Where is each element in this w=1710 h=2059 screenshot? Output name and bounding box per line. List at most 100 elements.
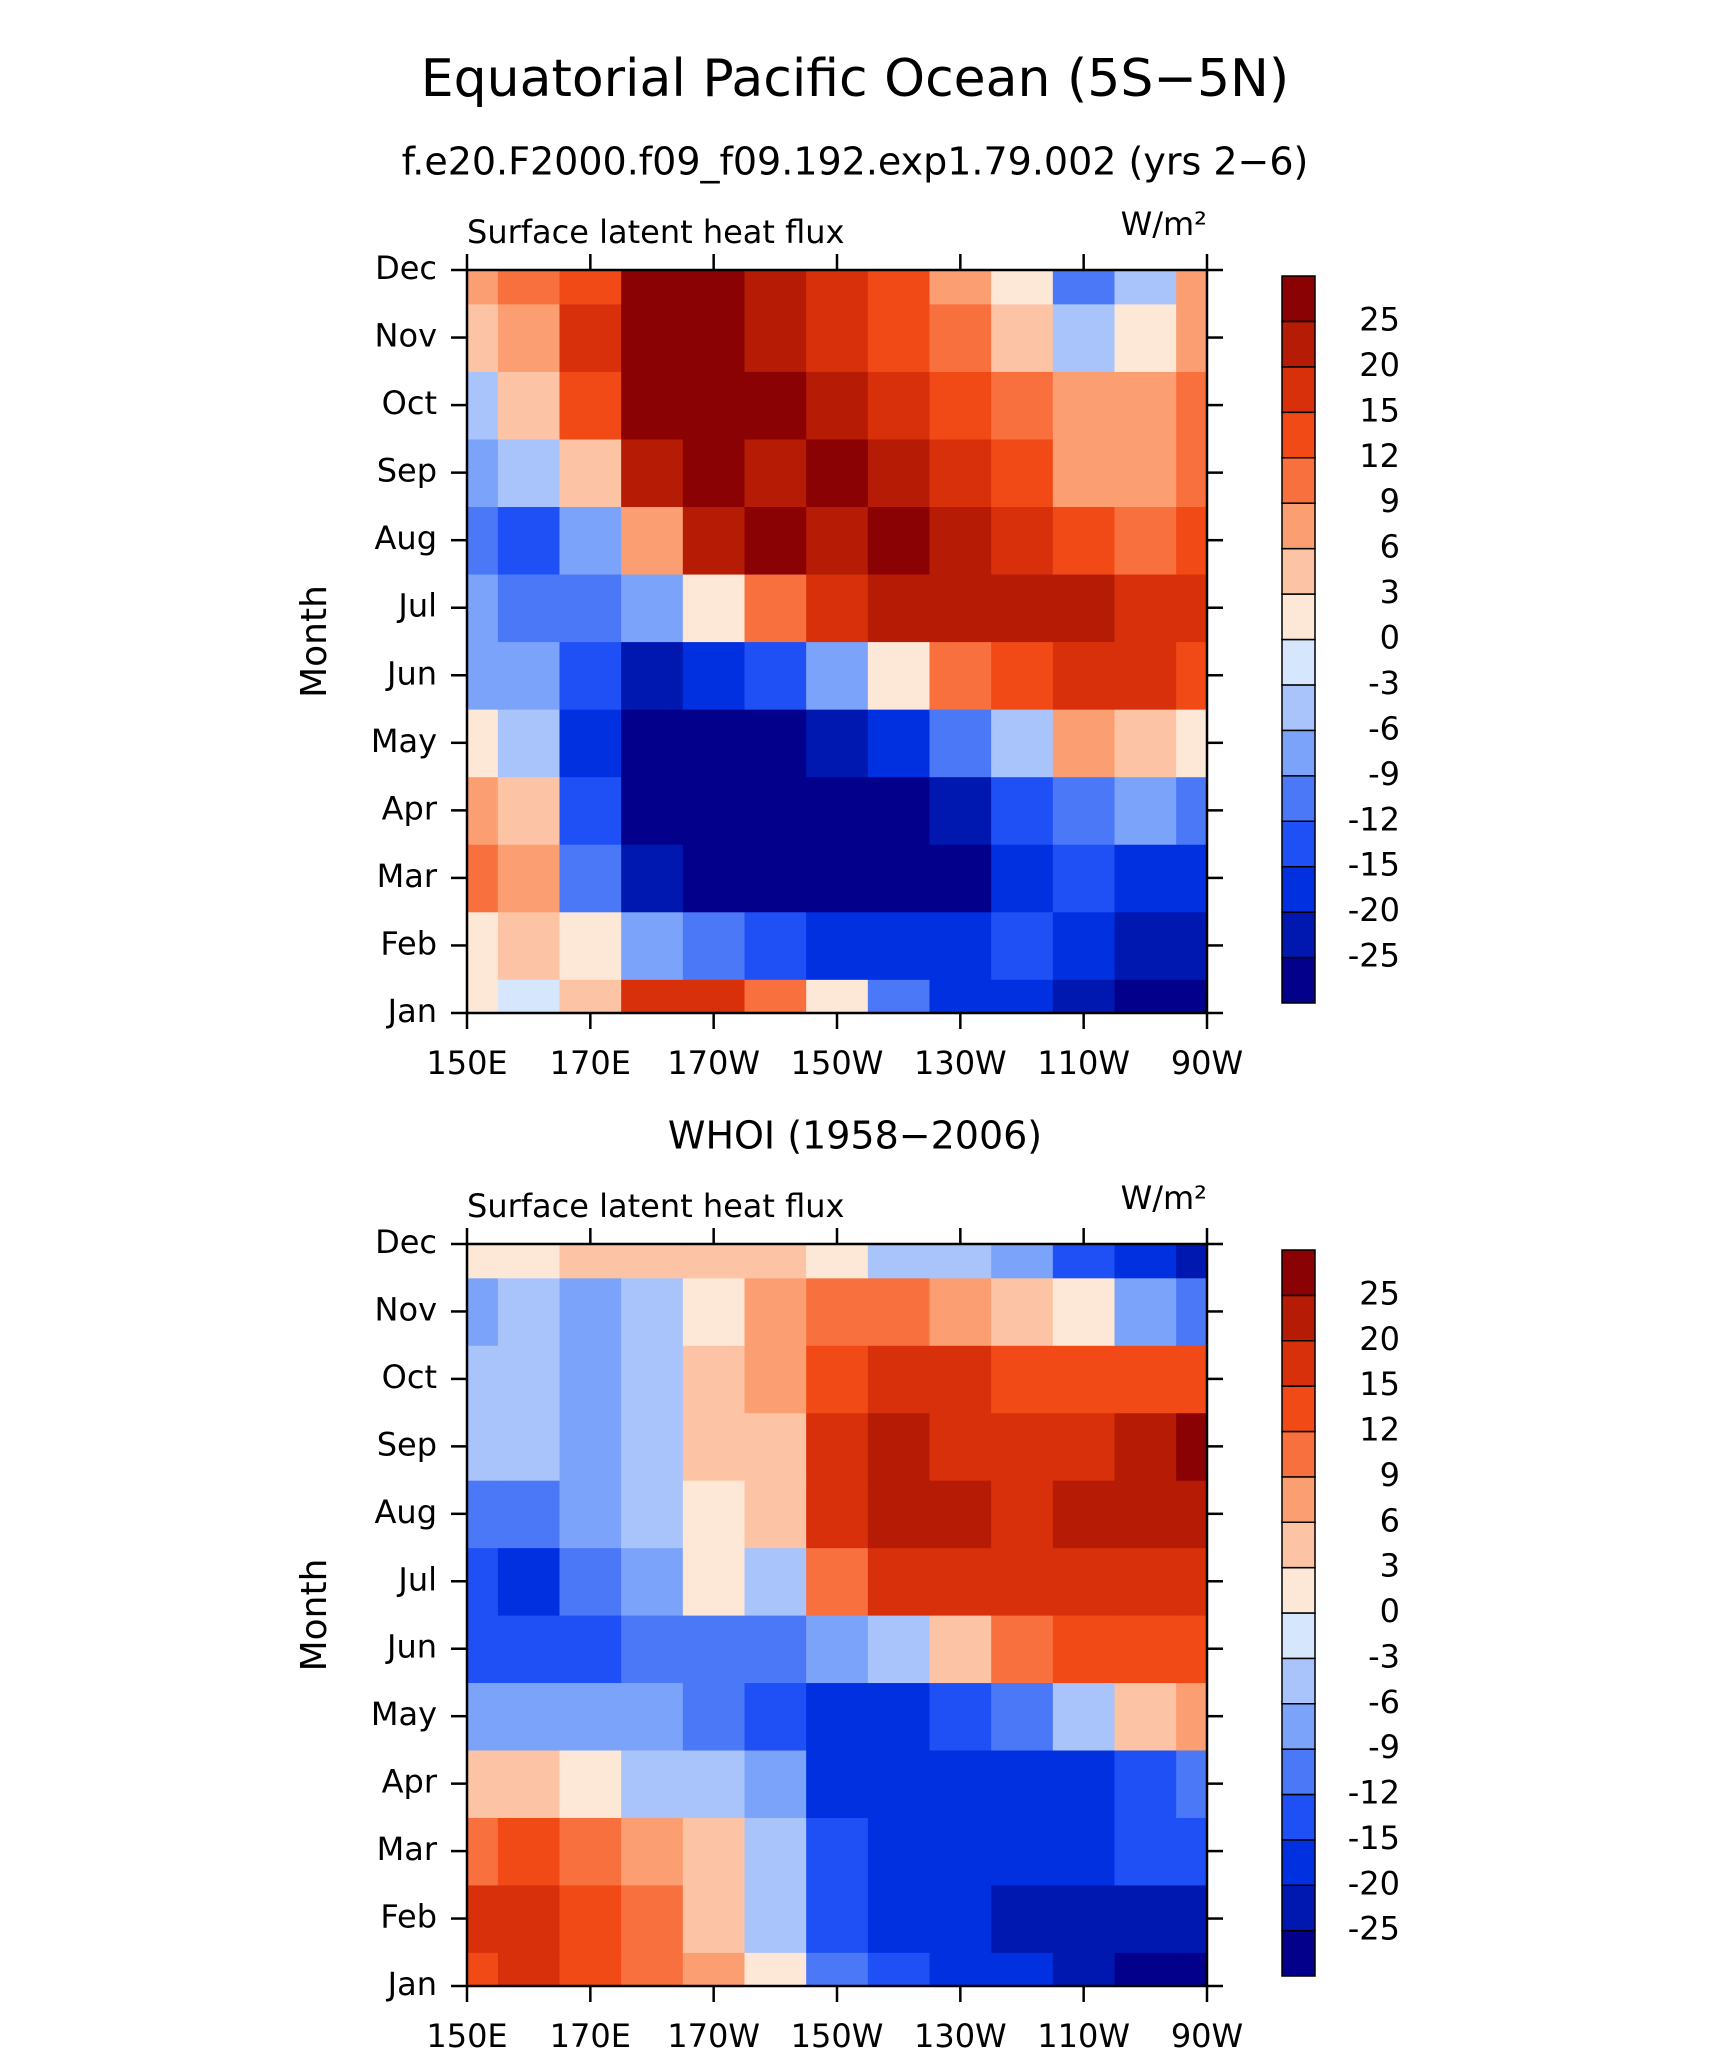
colorbar-box xyxy=(1281,547,1316,595)
x-tick-label: 130W xyxy=(914,1044,1007,1082)
contour-cell xyxy=(1052,303,1116,372)
contour-cell xyxy=(621,1884,684,1953)
contour-cell xyxy=(929,270,992,305)
contour-cell xyxy=(744,1480,807,1549)
colorbar-box xyxy=(1281,1929,1316,1977)
contour-cell xyxy=(867,844,931,913)
contour-cell xyxy=(621,438,684,508)
x-tick-label: 90W xyxy=(1171,2017,1243,2055)
contour-cell xyxy=(1052,911,1116,980)
colorbar-label: -15 xyxy=(1348,1819,1400,1857)
y-tick-label: Sep xyxy=(377,1425,437,1463)
x-tick-label: 170E xyxy=(550,1044,631,1082)
contour-cell xyxy=(806,506,869,575)
contour-cell xyxy=(1114,844,1177,913)
contour-cell xyxy=(1176,303,1207,372)
contour-cell xyxy=(559,911,622,980)
contour-cell xyxy=(1052,371,1116,440)
contour-cell xyxy=(1114,573,1177,643)
contour-cell xyxy=(867,1682,931,1751)
contour-cell xyxy=(744,1547,807,1616)
contour-cell xyxy=(559,641,622,710)
contour-cell xyxy=(806,911,869,980)
contour-cell xyxy=(467,979,499,1013)
contour-cell xyxy=(867,1884,931,1953)
colorbar-box xyxy=(1281,1884,1316,1932)
colorbar-label: 9 xyxy=(1380,482,1400,520)
contour-cell xyxy=(1052,438,1116,508)
contour-cell xyxy=(682,844,746,913)
y-tick-label: Aug xyxy=(375,519,437,557)
contour-cell xyxy=(744,1682,807,1751)
contour-cell xyxy=(559,303,622,372)
y-tick-label: Apr xyxy=(382,1763,438,1801)
contour-cell xyxy=(559,1817,622,1886)
contour-cell xyxy=(1176,438,1207,508)
colorbar-box xyxy=(1281,1340,1316,1387)
contour-cell xyxy=(744,506,807,575)
contour-cell xyxy=(1176,371,1207,440)
colorbar-box xyxy=(1281,1612,1316,1660)
x-tick-label: 150W xyxy=(791,1044,884,1082)
y-axis-label: Month xyxy=(294,585,335,698)
contour-cell xyxy=(867,270,931,305)
colorbar-label: 25 xyxy=(1359,300,1400,338)
contour-cell xyxy=(682,438,746,508)
contour-cell xyxy=(1052,1615,1116,1684)
contour-cell xyxy=(744,911,807,980)
colorbar-label: 0 xyxy=(1380,1592,1400,1630)
contour-cell xyxy=(621,1412,684,1481)
colorbar-box xyxy=(1281,1657,1316,1705)
y-tick-label: Feb xyxy=(380,1898,437,1936)
contour-cell xyxy=(467,776,499,845)
contour-cell xyxy=(1176,1952,1207,1986)
contour-cell xyxy=(991,844,1054,913)
contour-cell xyxy=(682,979,746,1013)
contour-cell xyxy=(929,1682,992,1751)
contour-cell xyxy=(867,641,931,710)
contour-cell xyxy=(1052,1952,1116,1986)
contour-cell xyxy=(929,1277,992,1346)
contour-cell xyxy=(806,1277,869,1346)
y-tick-label: Jun xyxy=(385,1628,437,1666)
contour-cell xyxy=(744,844,807,913)
contour-cell xyxy=(1176,1244,1207,1279)
contour-cell xyxy=(991,1412,1054,1481)
contour-cell xyxy=(1176,911,1207,980)
contour-cell xyxy=(559,573,622,643)
contour-cell xyxy=(1176,270,1207,305)
contour-cell xyxy=(559,1412,622,1481)
contour-cell xyxy=(806,1480,869,1549)
contour-cell xyxy=(1176,844,1207,913)
contour-cell xyxy=(682,1345,746,1414)
contour-cell xyxy=(621,641,684,710)
contour-cell xyxy=(806,1952,869,1986)
contour-cell xyxy=(806,709,869,778)
contour-cell xyxy=(621,776,684,845)
contour-cell xyxy=(1052,1345,1116,1414)
y-tick-label: Feb xyxy=(380,924,437,962)
colorbar-label: 12 xyxy=(1359,1411,1400,1449)
colorbar-label: 12 xyxy=(1359,437,1400,475)
contour-cell xyxy=(867,1277,931,1346)
colorbar-box xyxy=(1281,729,1316,777)
contour-cell xyxy=(1052,776,1116,845)
contour-cell xyxy=(682,1884,746,1953)
contour-cell xyxy=(621,371,684,440)
contour-cell xyxy=(682,1277,746,1346)
contour-cell xyxy=(1114,1952,1177,1986)
contour-cell xyxy=(621,1480,684,1549)
contour-cell xyxy=(806,979,869,1013)
contour-cell xyxy=(867,709,931,778)
contour-cell xyxy=(559,371,622,440)
contour-cell xyxy=(867,506,931,575)
contour-cell xyxy=(467,1345,499,1414)
contour-cell xyxy=(991,438,1054,508)
contour-cell xyxy=(991,1682,1054,1751)
contour-cell xyxy=(559,1749,622,1818)
contour-cell xyxy=(621,573,684,643)
contour-cell xyxy=(1176,979,1207,1013)
contour-cell xyxy=(929,1884,992,1953)
contour-cell xyxy=(806,1345,869,1414)
contour-cell xyxy=(682,709,746,778)
